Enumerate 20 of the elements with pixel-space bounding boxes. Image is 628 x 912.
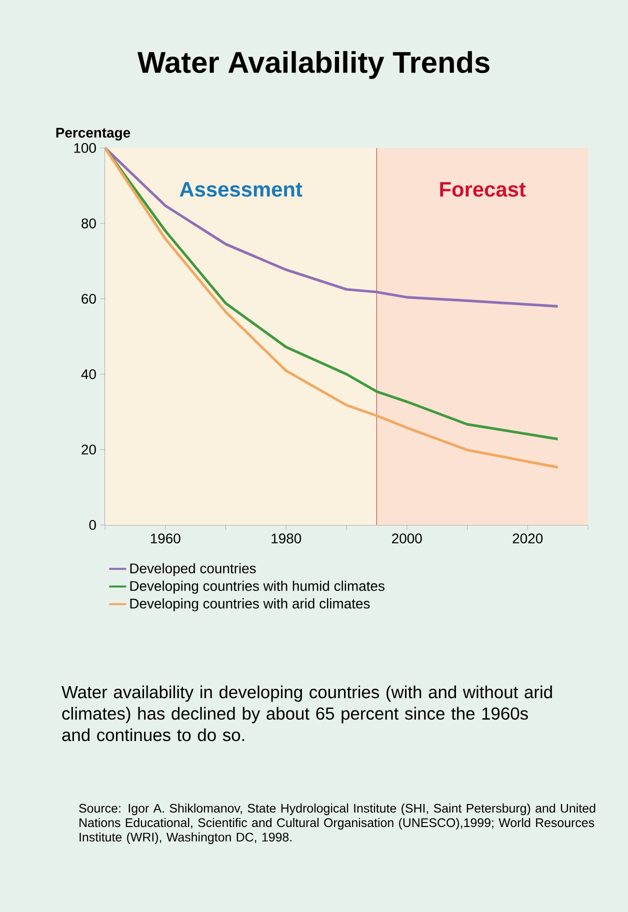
y-tick-label: 40 <box>81 369 96 380</box>
band-label: Assessment <box>180 182 302 197</box>
y-tick-label: 60 <box>82 294 96 304</box>
y-tick-label: 20 <box>82 444 96 455</box>
band-label: Forecast <box>440 182 526 197</box>
source-note: Source: Igor A. Shiklomanov, State Hydrological Institute (SHI, Saint Petersburg) and United Nations Educational, Scientific and Cultural Organisation (UNESCO),1999; World Resources Institute (WRI), Washington DC, 1998. <box>79 804 596 844</box>
y-axis-title: Percentage <box>56 128 130 140</box>
y-tick-label: 100 <box>74 143 96 153</box>
x-tick-label: 2020 <box>512 534 543 544</box>
legend-label: Developed countries <box>130 563 256 576</box>
legend-label: Developing countries with arid climates <box>130 598 370 612</box>
x-tick-label: 2000 <box>392 534 422 544</box>
text: Water availability in developing countries (with and without arid climates) has declined by about 65 percent since the 1960s and continues to do so. <box>62 686 552 742</box>
line-series <box>104 146 560 308</box>
chart-title: Water Availability Trends <box>137 51 490 79</box>
legend-label: Developing countries with humid climates <box>130 580 384 594</box>
y-tick-label: 80 <box>82 218 96 228</box>
x-tick-label: 1960 <box>150 534 180 544</box>
x-tick-label: 1980 <box>272 534 302 544</box>
y-tick-label: 0 <box>89 520 96 530</box>
